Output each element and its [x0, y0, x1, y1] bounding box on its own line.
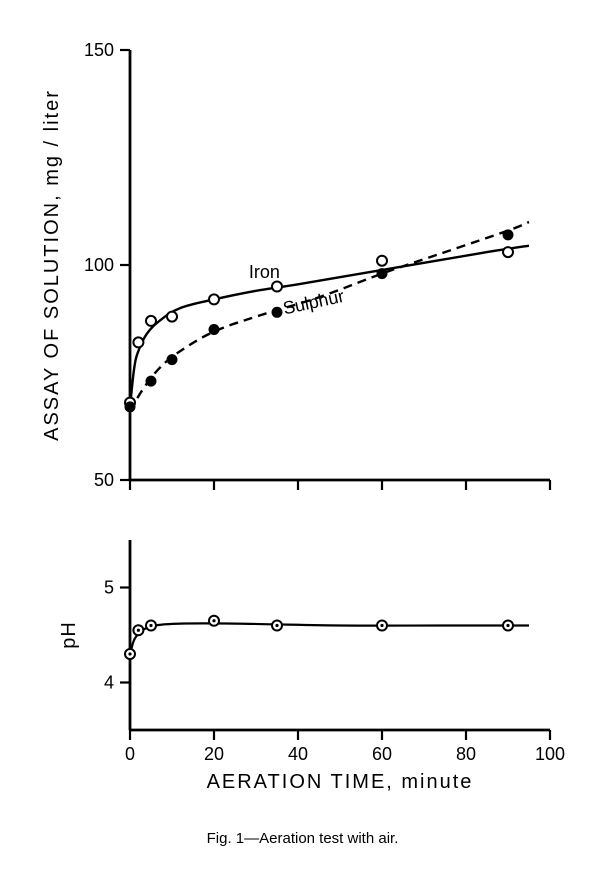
svg-text:Iron: Iron	[249, 262, 280, 282]
figure-caption: Fig. 1—Aeration test with air.	[0, 830, 605, 847]
svg-text:50: 50	[94, 470, 114, 490]
svg-text:20: 20	[204, 744, 224, 764]
svg-text:Sulphur: Sulphur	[281, 286, 346, 318]
chart-svg: 50100150ASSAY OF SOLUTION, mg / literIro…	[0, 0, 605, 884]
svg-text:100: 100	[535, 744, 565, 764]
svg-text:pH: pH	[58, 621, 80, 649]
svg-text:0: 0	[125, 744, 135, 764]
svg-text:5: 5	[104, 578, 114, 598]
svg-text:ASSAY OF SOLUTION, mg / li: ASSAY OF SOLUTION, mg / liter	[41, 89, 63, 441]
figure-page: 50100150ASSAY OF SOLUTION, mg / literIro…	[0, 0, 605, 884]
svg-text:80: 80	[456, 744, 476, 764]
svg-text:AERATION TIME, minute: AERATION TIME, minute	[207, 771, 474, 793]
svg-text:4: 4	[104, 673, 114, 693]
svg-text:100: 100	[84, 255, 114, 275]
svg-text:40: 40	[288, 744, 308, 764]
svg-text:150: 150	[84, 40, 114, 60]
svg-text:60: 60	[372, 744, 392, 764]
